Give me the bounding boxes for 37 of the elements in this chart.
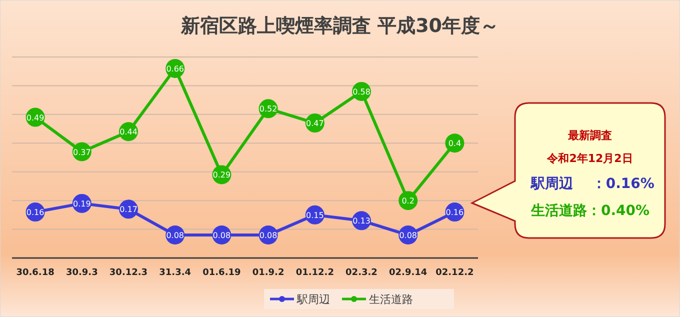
data-label: 0.15: [306, 210, 324, 220]
chart-title: 新宿区路上喫煙率調査 平成30年度～: [180, 15, 500, 37]
x-tick-label: 30.6.18: [16, 268, 54, 278]
data-label: 0.19: [72, 199, 91, 208]
data-label: 0.4: [448, 139, 462, 148]
text: 生活道路：0.40%: [530, 203, 650, 219]
x-tick-label: 02.9.14: [389, 268, 428, 278]
x-tick-label: 01.12.2: [296, 268, 334, 278]
data-label: 0.13: [352, 216, 370, 226]
data-label: 0.44: [120, 128, 138, 137]
text: 最新調査: [567, 129, 612, 142]
data-label: 0.16: [26, 208, 44, 218]
x-tick-label: 01.9.2: [252, 268, 284, 278]
x-tick-label: 02.3.2: [346, 268, 378, 278]
legend-label: 駅周辺: [296, 293, 330, 306]
x-tick-label: 30.12.3: [109, 268, 148, 278]
data-label: 0.08: [166, 231, 184, 240]
data-label: 0.08: [259, 231, 278, 240]
data-label: 0.29: [212, 170, 231, 180]
data-label: 0.52: [259, 104, 278, 114]
data-label: 0.37: [72, 148, 91, 157]
data-label: 0.17: [120, 205, 138, 214]
data-label: 0.08: [212, 231, 231, 240]
data-label: 0.16: [446, 208, 464, 218]
data-label: 0.49: [26, 113, 44, 122]
data-label: 0.66: [166, 64, 184, 74]
text: 令和2年12月2日: [546, 152, 633, 165]
legend-label: 生活道路: [369, 293, 413, 306]
x-tick-label: 01.6.19: [202, 268, 241, 278]
data-label: 0.47: [306, 119, 324, 128]
x-tick-label: 30.9.3: [66, 268, 98, 278]
data-label: 0.2: [402, 196, 414, 206]
data-label: 0.58: [352, 87, 370, 96]
text: 駅周辺 ：0.16%: [530, 176, 654, 192]
x-tick-label: 02.12.2: [436, 268, 474, 278]
data-label: 0.08: [399, 231, 418, 240]
x-tick-label: 31.3.4: [159, 268, 192, 278]
